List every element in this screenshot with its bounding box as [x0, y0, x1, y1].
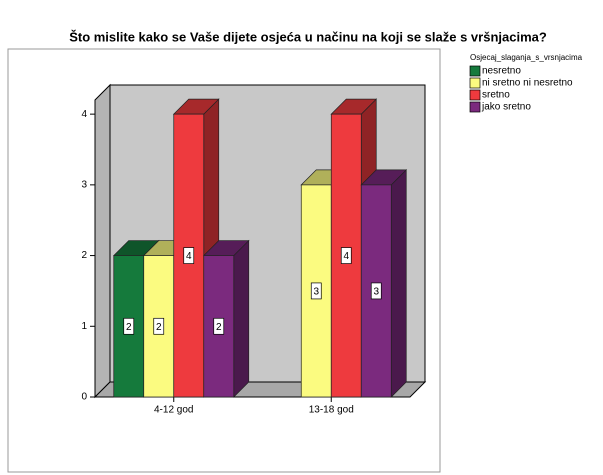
legend-label: jako sretno	[481, 102, 531, 113]
y-tick-label: 1	[81, 321, 87, 332]
legend-label: sretno	[482, 90, 510, 101]
bar	[202, 239, 250, 398]
legend-label: nesretno	[482, 66, 521, 77]
chart-title: Što mislite kako se Vaše dijete osjeća u…	[69, 29, 547, 44]
bar	[360, 169, 408, 398]
data-label: 3	[313, 287, 319, 298]
y-tick-label: 0	[81, 392, 87, 403]
legend-swatch	[469, 101, 481, 113]
bar-face	[390, 169, 407, 398]
bar-face	[233, 239, 250, 398]
left-wall	[94, 83, 111, 399]
data-label: 3	[373, 287, 379, 298]
data-label-box	[213, 317, 225, 335]
legend-swatch	[469, 89, 481, 101]
data-label: 2	[126, 322, 132, 333]
data-label: 4	[186, 251, 192, 262]
legend-swatch	[469, 65, 481, 77]
data-label: 4	[343, 251, 349, 262]
y-tick-label: 4	[81, 109, 87, 120]
legend-swatch	[469, 77, 481, 89]
data-label-box	[370, 282, 382, 300]
y-tick-label: 2	[81, 250, 87, 261]
y-tick-label: 3	[81, 179, 87, 190]
data-label-box	[153, 317, 165, 335]
x-tick-label: 13-18 god	[309, 405, 354, 416]
legend-label: ni sretno ni nesretno	[482, 78, 573, 89]
data-label-box	[340, 247, 352, 264]
data-label: 2	[156, 322, 162, 333]
data-label: 2	[216, 322, 222, 333]
data-label-box	[310, 282, 322, 300]
data-label-box	[183, 247, 195, 264]
x-tick-label: 4-12 god	[154, 405, 193, 416]
data-label-box	[123, 317, 135, 335]
legend-title: Osjecaj_slaganja_s_vrsnjacima	[470, 53, 583, 62]
